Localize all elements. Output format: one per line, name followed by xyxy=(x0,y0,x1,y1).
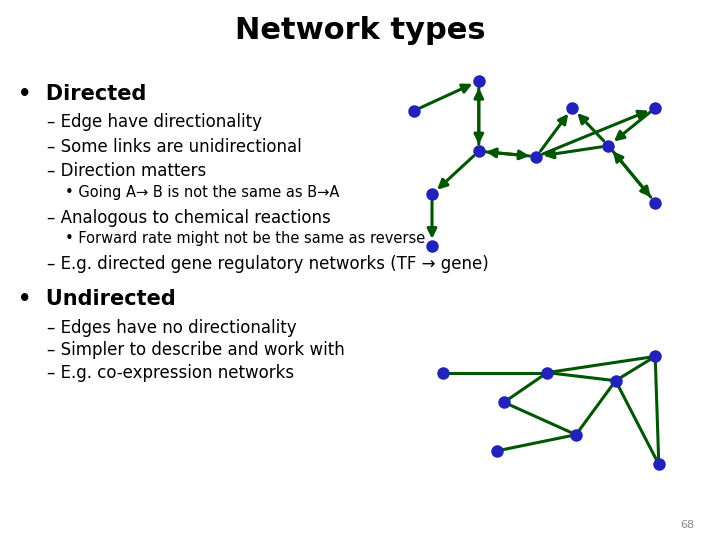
Text: – E.g. directed gene regulatory networks (TF → gene): – E.g. directed gene regulatory networks… xyxy=(47,255,489,273)
Text: 68: 68 xyxy=(680,520,695,530)
Text: – Analogous to chemical reactions: – Analogous to chemical reactions xyxy=(47,209,330,227)
Text: – Edge have directionality: – Edge have directionality xyxy=(47,113,262,131)
Text: – Some links are unidirectional: – Some links are unidirectional xyxy=(47,138,302,156)
Text: – E.g. co-expression networks: – E.g. co-expression networks xyxy=(47,364,294,382)
Text: Network types: Network types xyxy=(235,16,485,45)
Text: •  Undirected: • Undirected xyxy=(18,289,176,309)
Text: • Going A→ B is not the same as B→A: • Going A→ B is not the same as B→A xyxy=(65,185,339,200)
Text: •  Directed: • Directed xyxy=(18,84,146,104)
Text: – Edges have no directionality: – Edges have no directionality xyxy=(47,319,297,336)
Text: – Simpler to describe and work with: – Simpler to describe and work with xyxy=(47,341,345,359)
Text: – Direction matters: – Direction matters xyxy=(47,162,206,180)
Text: • Forward rate might not be the same as reverse: • Forward rate might not be the same as … xyxy=(65,231,425,246)
